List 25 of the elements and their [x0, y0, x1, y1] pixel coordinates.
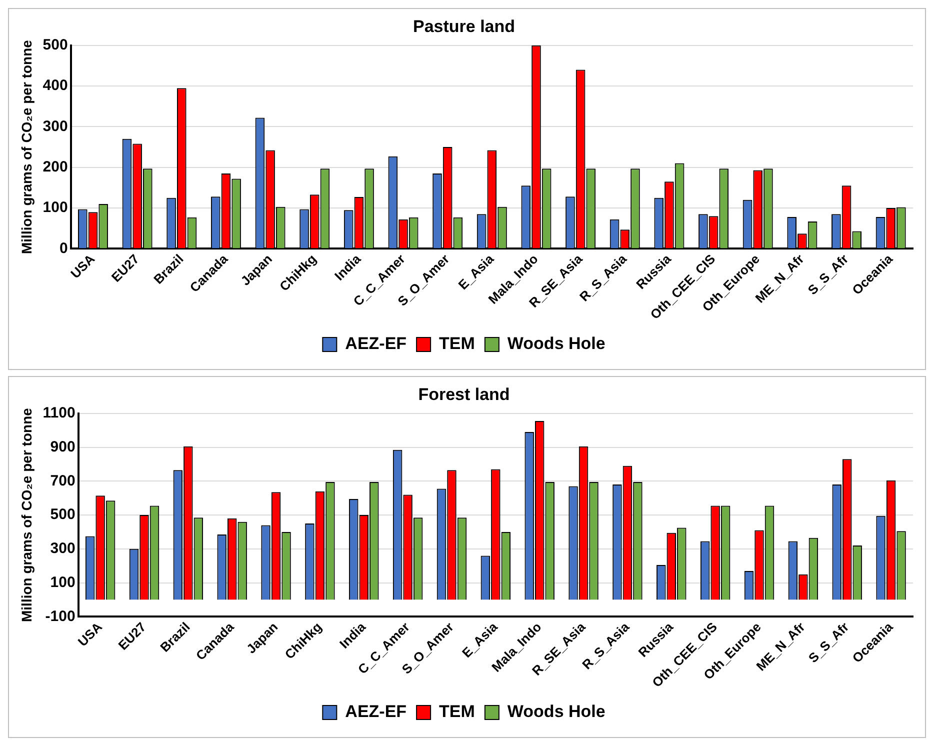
legend-label: TEM [439, 334, 475, 354]
y-tick-label: 0 [59, 240, 68, 257]
y-axis-title: Million grams of CO₂e per tonne [18, 408, 34, 622]
y-tick-label: 400 [42, 77, 68, 94]
y-tick-label: 100 [50, 574, 76, 591]
y-tick-label: 900 [50, 438, 76, 456]
legend-label: Woods Hole [507, 702, 606, 722]
y-tick-label: 100 [42, 199, 68, 216]
chart-title: Pasture land [412, 16, 516, 36]
x-tick-label: USA [68, 250, 98, 282]
y-axis-title: Million grams of CO₂e per tonne [18, 40, 34, 254]
legend-label: TEM [439, 702, 475, 722]
y-tick-label: 500 [50, 506, 76, 524]
legend-label: AEZ-EF [345, 702, 407, 722]
chart-title: Forest land [418, 384, 510, 404]
y-tick-label: 500 [42, 36, 68, 54]
legend-label: AEZ-EF [345, 334, 407, 354]
x-tick-label: USA [74, 618, 106, 650]
y-tick-label: 300 [42, 118, 68, 135]
y-tick-label: 1100 [42, 404, 76, 422]
y-tick-label: 200 [42, 158, 68, 176]
y-tick-label: 300 [50, 540, 76, 558]
legend-label: Woods Hole [507, 334, 606, 354]
y-tick-label: -100 [45, 608, 76, 625]
y-tick-label: 700 [50, 472, 76, 490]
